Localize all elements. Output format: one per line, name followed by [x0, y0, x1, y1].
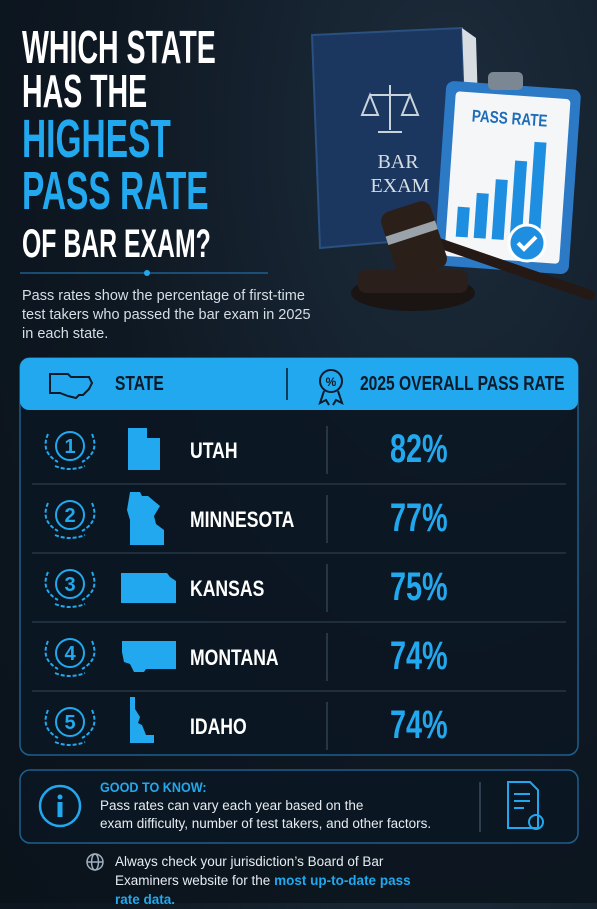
- gavel-handle: [425, 235, 595, 300]
- laurel: [44, 433, 96, 470]
- rank: 3: [64, 574, 75, 596]
- state-shape: [122, 641, 176, 672]
- table-header: [20, 358, 578, 410]
- laurel: [44, 502, 96, 539]
- rank-circle: [55, 707, 85, 737]
- info-icon: [38, 784, 82, 828]
- rank-circle: [55, 431, 85, 461]
- description: Pass rates show the percentage of first-…: [22, 288, 311, 342]
- rank-circle: [55, 638, 85, 668]
- rank-circle: [55, 569, 85, 599]
- rank: 5: [64, 712, 75, 734]
- note-text: Pass rates can vary each year based on t…: [100, 797, 431, 833]
- pass-rate: 74%: [390, 634, 448, 678]
- footer-text: Always check your jurisdiction’s Board o…: [115, 854, 384, 888]
- info-dot: [57, 794, 63, 800]
- title-line: PASS RATE: [22, 161, 209, 221]
- illustration: BAR EXAM PASS RATE: [310, 26, 595, 311]
- scales-icon: [360, 85, 420, 133]
- title-line: HIGHEST: [22, 109, 171, 169]
- divider-dot: [144, 270, 150, 276]
- rows-graphics: 1 2 3 4 5: [32, 426, 566, 750]
- rank: 2: [64, 505, 75, 527]
- pass-rate: 82%: [390, 427, 448, 471]
- state-name: IDAHO: [190, 714, 247, 739]
- rank-circle: [55, 500, 85, 530]
- rank: 1: [64, 436, 75, 458]
- gavel-band: [385, 220, 438, 246]
- state-shape: [127, 492, 164, 545]
- pass-rate: 77%: [390, 496, 448, 540]
- state-name: MINNESOTA: [190, 507, 295, 532]
- book-label: BAR: [377, 151, 419, 173]
- check: [516, 235, 538, 252]
- note-title: GOOD TO KNOW:: [100, 779, 207, 795]
- column-header: STATE: [115, 373, 164, 395]
- laurel: [44, 709, 96, 746]
- state-name: KANSAS: [190, 576, 265, 601]
- gavel-block: [358, 270, 468, 293]
- table-frame: [19, 357, 579, 756]
- us-map-icon: [49, 373, 94, 400]
- bar-icon: [455, 141, 547, 243]
- note-line: exam difficulty, number of test takers, …: [100, 816, 432, 831]
- note-box: [19, 769, 579, 844]
- info-bar: [57, 802, 63, 817]
- check-badge: [507, 223, 547, 263]
- title-line: OF BAR EXAM?: [22, 222, 211, 266]
- title-line: WHICH STATE: [22, 21, 216, 73]
- note-line: Pass rates can vary each year based on t…: [100, 798, 364, 813]
- document-icon: [507, 781, 544, 830]
- gavel-head: [381, 201, 447, 279]
- laurel: [44, 640, 96, 677]
- footer: Always check your jurisdiction’s Board o…: [115, 852, 415, 909]
- pass-rate: 74%: [390, 703, 448, 747]
- title-line: HAS THE: [22, 65, 148, 117]
- percent-badge-icon: %: [318, 369, 344, 406]
- state-name: UTAH: [190, 438, 238, 463]
- svg-text:%: %: [326, 375, 337, 389]
- laurel: [44, 571, 96, 608]
- column-header: 2025 OVERALL PASS RATE: [360, 373, 565, 395]
- clip: [488, 72, 523, 90]
- globe-icon: [86, 853, 104, 871]
- state-shape: [128, 428, 160, 470]
- state-name: MONTANA: [190, 645, 279, 670]
- pass-rate: 75%: [390, 565, 448, 609]
- state-shape: [130, 697, 154, 743]
- state-shape: [121, 573, 176, 603]
- book-label: EXAM: [371, 175, 430, 197]
- rank: 4: [64, 643, 76, 665]
